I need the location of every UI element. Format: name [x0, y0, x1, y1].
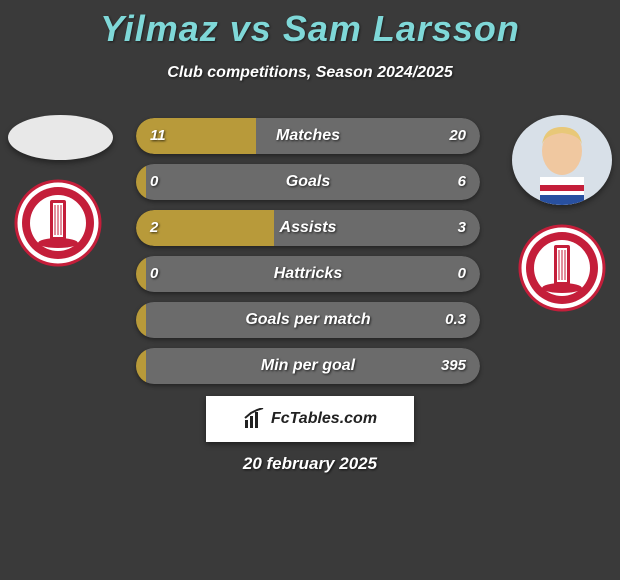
stat-label: Goals — [136, 164, 480, 200]
stat-value-left: 2 — [150, 210, 158, 246]
stat-value-left: 11 — [150, 118, 166, 154]
stat-value-right: 3 — [458, 210, 466, 246]
left-club-logo — [8, 178, 108, 268]
stat-value-right: 0.3 — [445, 302, 466, 338]
stat-label: Matches — [136, 118, 480, 154]
stat-label: Assists — [136, 210, 480, 246]
stat-label: Hattricks — [136, 256, 480, 292]
stats-bars: Matches1120Goals06Assists23Hattricks00Go… — [136, 118, 480, 394]
right-player-column — [512, 115, 612, 313]
stat-label: Min per goal — [136, 348, 480, 384]
brand-chart-icon — [243, 408, 265, 430]
player-portrait-icon — [512, 115, 612, 205]
club-badge-icon — [8, 178, 108, 268]
page-title: Yilmaz vs Sam Larsson — [0, 0, 620, 50]
subtitle: Club competitions, Season 2024/2025 — [0, 64, 620, 82]
stat-value-left: 0 — [150, 164, 158, 200]
stat-row: Goals per match0.3 — [136, 302, 480, 338]
right-club-logo — [512, 223, 612, 313]
stat-value-left: 0 — [150, 256, 158, 292]
date-text: 20 february 2025 — [0, 454, 620, 474]
stat-value-right: 6 — [458, 164, 466, 200]
brand-text: FcTables.com — [271, 410, 377, 428]
stat-value-right: 0 — [458, 256, 466, 292]
stat-label: Goals per match — [136, 302, 480, 338]
left-player-photo — [8, 115, 113, 160]
stat-row: Goals0 6 — [136, 164, 480, 200]
left-player-column — [8, 115, 113, 268]
stat-row: Min per goal395 — [136, 348, 480, 384]
right-player-photo — [512, 115, 612, 205]
stat-row: Hattricks0 0 — [136, 256, 480, 292]
stat-row: Matches11 20 — [136, 118, 480, 154]
stat-value-right: 20 — [449, 118, 466, 154]
stat-row: Assists2 3 — [136, 210, 480, 246]
club-badge-icon — [512, 223, 612, 313]
brand-box: FcTables.com — [206, 396, 414, 442]
stat-value-right: 395 — [441, 348, 466, 384]
